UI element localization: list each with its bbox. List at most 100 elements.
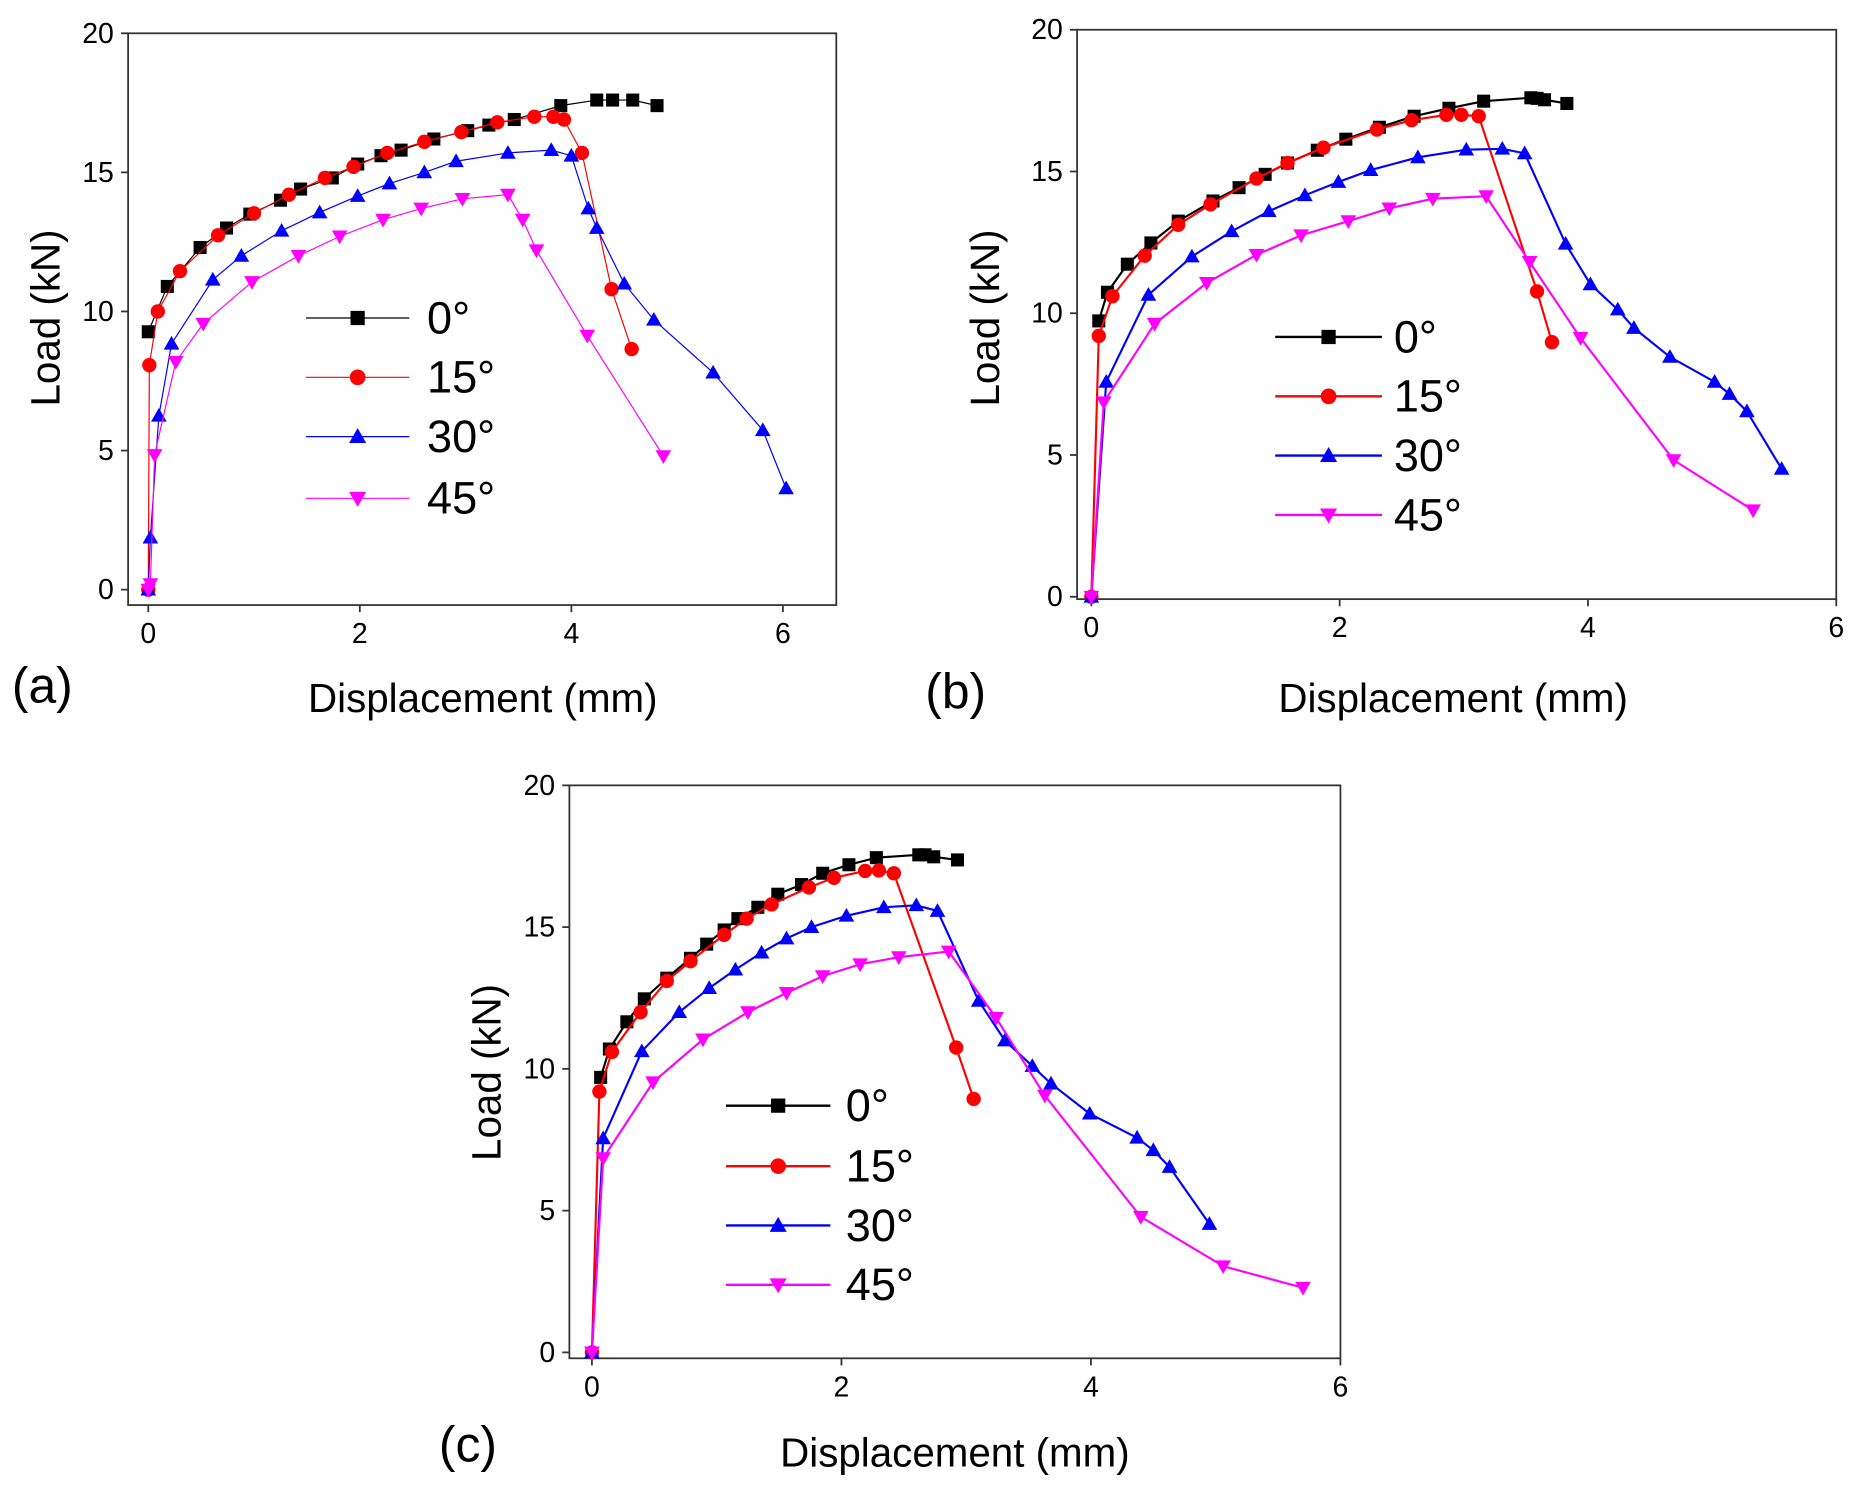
triangle-up-marker [1706,374,1723,388]
circle-marker [210,228,226,243]
triangle-down-marker [778,987,795,1001]
triangle-down-marker [1665,454,1682,468]
legend-label: 0° [1394,311,1437,362]
square-marker [816,866,830,880]
triangle-down-marker [1198,277,1215,291]
y-tick-label: 20 [1031,14,1063,46]
x-axis-label: Displacement (mm) [1278,675,1628,721]
triangle-down-marker [195,317,212,332]
triangle-down-marker [413,202,429,217]
triangle-up-marker [671,1004,688,1019]
triangle-up-marker [701,980,718,994]
circle-marker [349,369,366,386]
triangle-up-marker [1098,374,1115,388]
circle-marker [417,134,432,149]
circle-marker [801,880,817,895]
y-tick-label: 20 [523,770,555,802]
triangle-down-marker [1295,1281,1311,1296]
triangle-up-marker [416,164,433,179]
y-tick-label: 20 [82,18,114,50]
plot-frame [1076,28,1838,601]
square-marker [869,851,883,865]
square-marker [1144,236,1158,250]
triangle-up-marker [633,1043,650,1058]
square-marker [394,143,408,157]
square-marker [771,1098,786,1113]
circle-marker [246,206,262,221]
series-line [590,904,1211,1353]
circle-marker [574,145,590,161]
series-line [590,869,975,1353]
y-tick-label: 10 [523,1053,555,1085]
circle-marker [604,282,619,297]
circle-marker [1320,388,1337,405]
circle-marker [716,927,732,942]
circle-marker [490,115,505,130]
legend-label: 30° [427,411,495,462]
circle-marker [871,863,887,878]
circle-marker [142,357,157,373]
circle-marker [454,124,469,140]
circle-marker [1471,109,1486,124]
y-tick-label: 15 [523,912,555,944]
x-tick-label: 4 [1083,1371,1099,1403]
triangle-down-marker [1340,215,1357,229]
legend-label: 45° [846,1259,914,1310]
circle-marker [172,263,188,279]
series-0 [1092,91,1574,328]
circle-marker [949,1040,964,1055]
x-tick-label: 2 [1332,612,1348,644]
y-tick-label: 15 [1031,156,1063,188]
triangle-down-marker [1095,396,1112,411]
circle-marker [826,870,842,885]
triangle-up-marker [997,1032,1013,1047]
triangle-up-marker [1081,1105,1098,1120]
series-3 [584,945,1311,1361]
series-line [147,99,658,333]
square-marker [193,240,207,255]
circle-marker [380,145,395,161]
square-marker [950,853,964,867]
triangle-up-marker [1223,223,1240,238]
triangle-up-marker [1516,145,1533,160]
triangle-down-marker [1424,192,1441,207]
triangle-down-marker [814,970,831,984]
square-marker [650,99,664,113]
series-2 [584,897,1218,1359]
x-tick-label: 6 [775,618,791,650]
panel-label: (a) [12,657,73,713]
x-tick-label: 4 [563,618,579,650]
triangle-up-marker [769,1216,787,1232]
legend-label: 15° [1394,371,1462,422]
circle-marker [1529,284,1545,299]
y-tick-label: 5 [539,1195,555,1227]
triangle-up-marker [1129,1129,1145,1144]
triangle-up-marker [349,188,366,202]
triangle-down-marker [595,1152,611,1167]
triangle-up-marker [1140,286,1157,301]
triangle-down-marker [142,578,159,592]
x-axis-label: Displacement (mm) [780,1429,1130,1475]
triangle-up-marker [1626,320,1642,334]
triangle-up-marker [753,944,770,959]
triangle-up-marker [1557,235,1574,250]
square-marker [1120,257,1134,271]
triangle-down-marker [1293,229,1309,244]
triangle-down-marker [769,1278,787,1294]
triangle-up-marker [1297,187,1313,202]
triangle-down-marker [454,192,471,207]
square-marker [160,279,174,293]
triangle-down-marker [331,230,348,245]
triangle-up-marker [1458,141,1475,156]
triangle-up-marker [929,903,946,917]
triangle-down-marker [167,355,184,370]
x-tick-label: 0 [584,1371,600,1403]
x-tick-label: 6 [1333,1371,1349,1403]
circle-marker [1091,328,1106,344]
triangle-up-marker [1582,276,1599,291]
y-tick-label: 10 [1031,298,1063,330]
circle-marker [659,973,674,989]
circle-marker [1369,122,1385,137]
triangle-up-marker [311,204,328,219]
series-line [1097,96,1568,322]
